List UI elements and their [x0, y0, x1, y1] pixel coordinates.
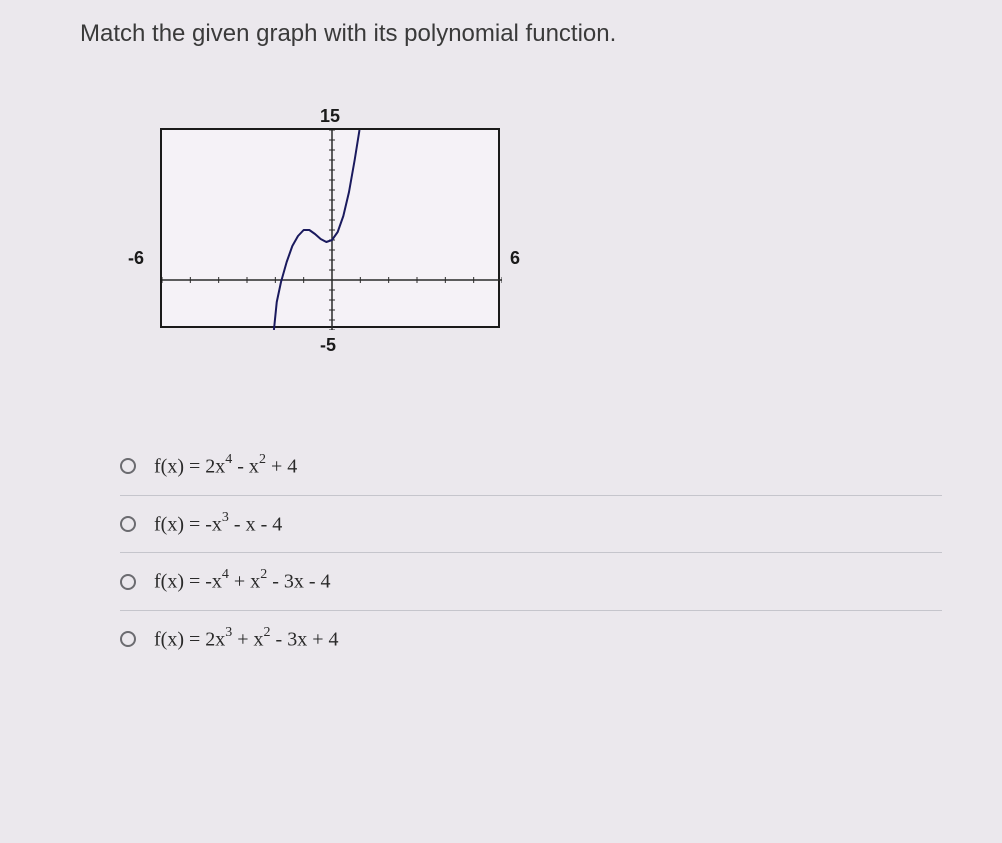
question-text: Match the given graph with its polynomia… — [80, 20, 942, 48]
option-row[interactable]: f(x) = -x4 + x2 - 3x - 4 — [120, 553, 942, 611]
graph-container: 15 -5 -6 6 — [110, 108, 500, 368]
graph-svg — [162, 130, 502, 330]
option-text: f(x) = 2x3 + x2 - 3x + 4 — [154, 627, 339, 652]
radio-button[interactable] — [120, 458, 136, 474]
option-text: f(x) = 2x4 - x2 + 4 — [154, 454, 297, 479]
graph-label-right: 6 — [510, 248, 520, 269]
option-row[interactable]: f(x) = 2x4 - x2 + 4 — [120, 438, 942, 496]
radio-button[interactable] — [120, 574, 136, 590]
option-row[interactable]: f(x) = -x3 - x - 4 — [120, 496, 942, 554]
option-row[interactable]: f(x) = 2x3 + x2 - 3x + 4 — [120, 611, 942, 668]
graph-label-left: -6 — [128, 248, 144, 269]
graph-label-bottom: -5 — [320, 335, 336, 356]
graph-box — [160, 128, 500, 328]
option-text: f(x) = -x4 + x2 - 3x - 4 — [154, 569, 331, 594]
graph-label-top: 15 — [320, 106, 340, 127]
options-list: f(x) = 2x4 - x2 + 4 f(x) = -x3 - x - 4 f… — [120, 438, 942, 668]
radio-button[interactable] — [120, 631, 136, 647]
radio-button[interactable] — [120, 516, 136, 532]
option-text: f(x) = -x3 - x - 4 — [154, 512, 282, 537]
